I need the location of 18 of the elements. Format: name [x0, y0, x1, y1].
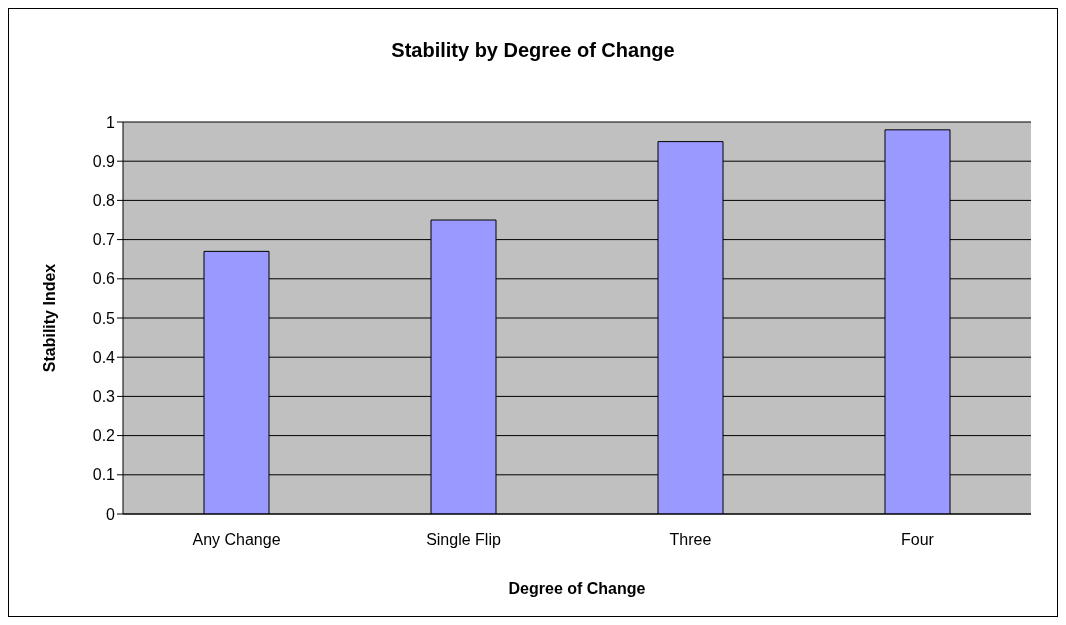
x-tick-label: Single Flip	[426, 531, 501, 549]
x-axis-title: Degree of Change	[508, 580, 646, 597]
x-tick-label: Four	[901, 531, 935, 549]
chart-title: Stability by Degree of Change	[390, 39, 676, 62]
y-tick-label: 0.1	[92, 466, 116, 484]
y-tick-label: 0.7	[92, 231, 116, 249]
y-tick-label: 0.9	[92, 152, 116, 170]
y-tick-label: 0.8	[92, 192, 116, 210]
y-tick-label: 0.5	[92, 309, 116, 327]
y-tick-label: 0.3	[92, 388, 116, 406]
x-tick-label: Any Change	[192, 531, 281, 549]
x-tick-label: Three	[669, 531, 712, 549]
y-axis-title: Stability Index	[40, 263, 58, 373]
y-tick-label: 0.6	[92, 270, 116, 288]
y-tick-label: 1	[106, 113, 116, 131]
y-tick-label: 0.2	[92, 427, 116, 445]
y-tick-label: 0.4	[92, 348, 116, 366]
y-tick-label: 0	[106, 505, 116, 523]
